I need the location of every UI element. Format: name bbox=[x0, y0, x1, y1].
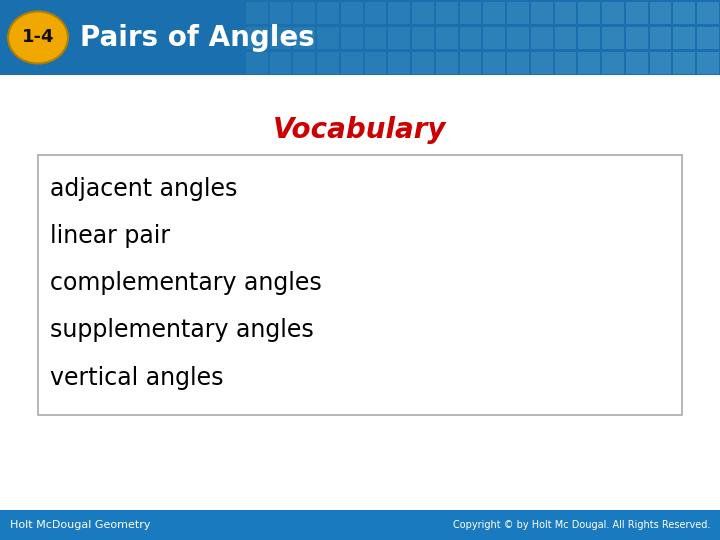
FancyBboxPatch shape bbox=[649, 2, 672, 24]
Text: 1-4: 1-4 bbox=[22, 29, 54, 46]
FancyBboxPatch shape bbox=[269, 51, 292, 73]
FancyBboxPatch shape bbox=[554, 26, 577, 49]
FancyBboxPatch shape bbox=[531, 2, 553, 24]
FancyBboxPatch shape bbox=[364, 2, 387, 24]
FancyBboxPatch shape bbox=[602, 26, 624, 49]
FancyBboxPatch shape bbox=[412, 26, 434, 49]
FancyBboxPatch shape bbox=[602, 2, 624, 24]
FancyBboxPatch shape bbox=[507, 51, 529, 73]
FancyBboxPatch shape bbox=[626, 51, 648, 73]
FancyBboxPatch shape bbox=[459, 26, 482, 49]
FancyBboxPatch shape bbox=[459, 2, 482, 24]
FancyBboxPatch shape bbox=[531, 26, 553, 49]
Text: Holt McDougal Geometry: Holt McDougal Geometry bbox=[10, 520, 150, 530]
FancyBboxPatch shape bbox=[483, 51, 505, 73]
FancyBboxPatch shape bbox=[364, 26, 387, 49]
FancyBboxPatch shape bbox=[459, 51, 482, 73]
FancyBboxPatch shape bbox=[578, 2, 600, 24]
FancyBboxPatch shape bbox=[602, 51, 624, 73]
FancyBboxPatch shape bbox=[0, 510, 720, 540]
FancyBboxPatch shape bbox=[697, 51, 719, 73]
FancyBboxPatch shape bbox=[293, 26, 315, 49]
FancyBboxPatch shape bbox=[578, 51, 600, 73]
FancyBboxPatch shape bbox=[246, 26, 268, 49]
FancyBboxPatch shape bbox=[483, 2, 505, 24]
FancyBboxPatch shape bbox=[507, 2, 529, 24]
FancyBboxPatch shape bbox=[269, 2, 292, 24]
Text: vertical angles: vertical angles bbox=[50, 366, 223, 390]
Ellipse shape bbox=[8, 11, 68, 64]
Text: linear pair: linear pair bbox=[50, 224, 170, 248]
FancyBboxPatch shape bbox=[388, 26, 410, 49]
FancyBboxPatch shape bbox=[436, 26, 458, 49]
FancyBboxPatch shape bbox=[554, 2, 577, 24]
FancyBboxPatch shape bbox=[293, 2, 315, 24]
FancyBboxPatch shape bbox=[531, 51, 553, 73]
FancyBboxPatch shape bbox=[697, 26, 719, 49]
FancyBboxPatch shape bbox=[626, 2, 648, 24]
Text: adjacent angles: adjacent angles bbox=[50, 177, 238, 201]
FancyBboxPatch shape bbox=[341, 51, 363, 73]
FancyBboxPatch shape bbox=[269, 26, 292, 49]
FancyBboxPatch shape bbox=[507, 26, 529, 49]
FancyBboxPatch shape bbox=[317, 2, 339, 24]
FancyBboxPatch shape bbox=[317, 51, 339, 73]
FancyBboxPatch shape bbox=[317, 26, 339, 49]
FancyBboxPatch shape bbox=[293, 51, 315, 73]
Text: Vocabulary: Vocabulary bbox=[274, 116, 446, 144]
FancyBboxPatch shape bbox=[388, 2, 410, 24]
FancyBboxPatch shape bbox=[341, 2, 363, 24]
FancyBboxPatch shape bbox=[341, 26, 363, 49]
FancyBboxPatch shape bbox=[483, 26, 505, 49]
FancyBboxPatch shape bbox=[246, 51, 268, 73]
FancyBboxPatch shape bbox=[364, 51, 387, 73]
FancyBboxPatch shape bbox=[246, 2, 268, 24]
Text: Copyright © by Holt Mc Dougal. All Rights Reserved.: Copyright © by Holt Mc Dougal. All Right… bbox=[453, 520, 710, 530]
FancyBboxPatch shape bbox=[626, 26, 648, 49]
FancyBboxPatch shape bbox=[38, 155, 682, 415]
FancyBboxPatch shape bbox=[0, 0, 720, 75]
FancyBboxPatch shape bbox=[388, 51, 410, 73]
FancyBboxPatch shape bbox=[673, 26, 696, 49]
FancyBboxPatch shape bbox=[673, 2, 696, 24]
Text: Pairs of Angles: Pairs of Angles bbox=[80, 24, 315, 51]
FancyBboxPatch shape bbox=[649, 26, 672, 49]
FancyBboxPatch shape bbox=[412, 51, 434, 73]
Text: complementary angles: complementary angles bbox=[50, 271, 322, 295]
Text: supplementary angles: supplementary angles bbox=[50, 319, 314, 342]
FancyBboxPatch shape bbox=[673, 51, 696, 73]
FancyBboxPatch shape bbox=[697, 2, 719, 24]
FancyBboxPatch shape bbox=[436, 2, 458, 24]
FancyBboxPatch shape bbox=[554, 51, 577, 73]
FancyBboxPatch shape bbox=[649, 51, 672, 73]
FancyBboxPatch shape bbox=[436, 51, 458, 73]
FancyBboxPatch shape bbox=[412, 2, 434, 24]
FancyBboxPatch shape bbox=[578, 26, 600, 49]
